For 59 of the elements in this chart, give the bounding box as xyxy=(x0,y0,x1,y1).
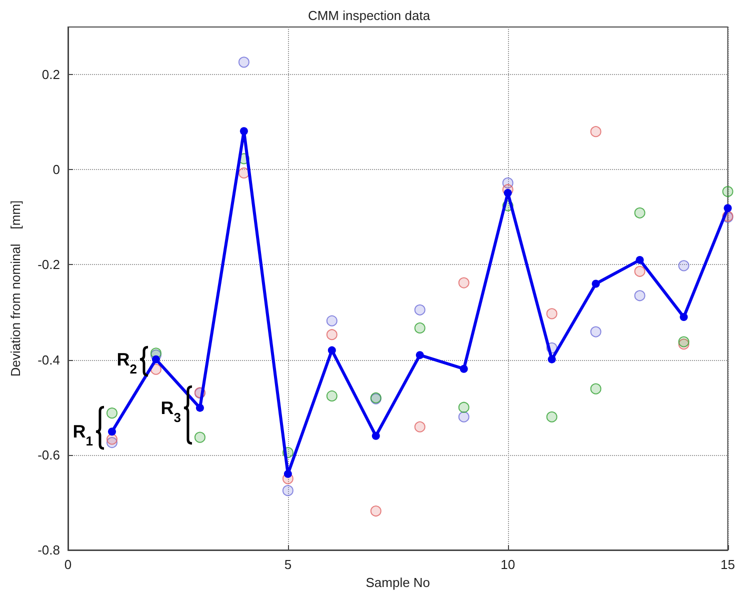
x-tick-label: 0 xyxy=(64,557,72,572)
point xyxy=(458,411,470,422)
y-tick-label: 0 xyxy=(52,162,60,178)
point xyxy=(370,506,382,517)
annotation: R$_{3}$ xyxy=(160,398,181,424)
point xyxy=(724,204,732,212)
point xyxy=(414,421,426,432)
x-tick-label: 15 xyxy=(720,557,736,572)
point xyxy=(326,390,338,402)
point xyxy=(546,308,558,320)
point xyxy=(590,126,602,138)
chart-title: CMM inspection data xyxy=(308,8,431,23)
point xyxy=(504,188,512,197)
point xyxy=(722,186,734,198)
point xyxy=(592,280,600,288)
point xyxy=(634,207,646,218)
point xyxy=(460,364,468,373)
point xyxy=(238,167,250,178)
annotation: R$_{2}$ xyxy=(116,349,137,376)
y-tick-label: -0.8 xyxy=(38,542,60,558)
point xyxy=(106,408,118,419)
y-tick-label: -0.4 xyxy=(38,352,60,368)
point xyxy=(240,127,248,136)
point xyxy=(416,351,424,360)
annotation: R$_{1}$ xyxy=(72,422,93,448)
point xyxy=(282,485,294,496)
point xyxy=(108,428,116,436)
point xyxy=(458,277,470,288)
point xyxy=(678,260,690,272)
point xyxy=(590,326,602,338)
y-tick-label: -0.6 xyxy=(38,447,60,462)
point xyxy=(284,470,292,478)
point xyxy=(328,346,336,354)
point xyxy=(326,315,338,326)
point xyxy=(238,56,250,68)
point xyxy=(678,336,690,348)
y-tick-label: 0.2 xyxy=(42,67,60,82)
point xyxy=(414,322,426,334)
point xyxy=(196,404,204,412)
point xyxy=(634,290,646,302)
point xyxy=(590,383,602,394)
point xyxy=(106,434,118,445)
point xyxy=(194,432,206,443)
point xyxy=(326,329,338,340)
y-tick-label: -0.2 xyxy=(38,257,60,272)
point xyxy=(546,411,558,422)
point xyxy=(458,402,470,413)
point xyxy=(372,432,380,440)
x-tick-label: 5 xyxy=(284,557,292,572)
point xyxy=(680,313,688,322)
point xyxy=(636,256,644,264)
y-axis-title: Deviation from nominal [mm] xyxy=(8,200,23,377)
point xyxy=(548,355,556,364)
point xyxy=(414,304,426,316)
x-axis-title: Sample No xyxy=(366,575,430,590)
point xyxy=(150,364,162,375)
x-tick-label: 10 xyxy=(500,557,516,572)
point xyxy=(152,355,160,364)
point xyxy=(634,266,646,277)
